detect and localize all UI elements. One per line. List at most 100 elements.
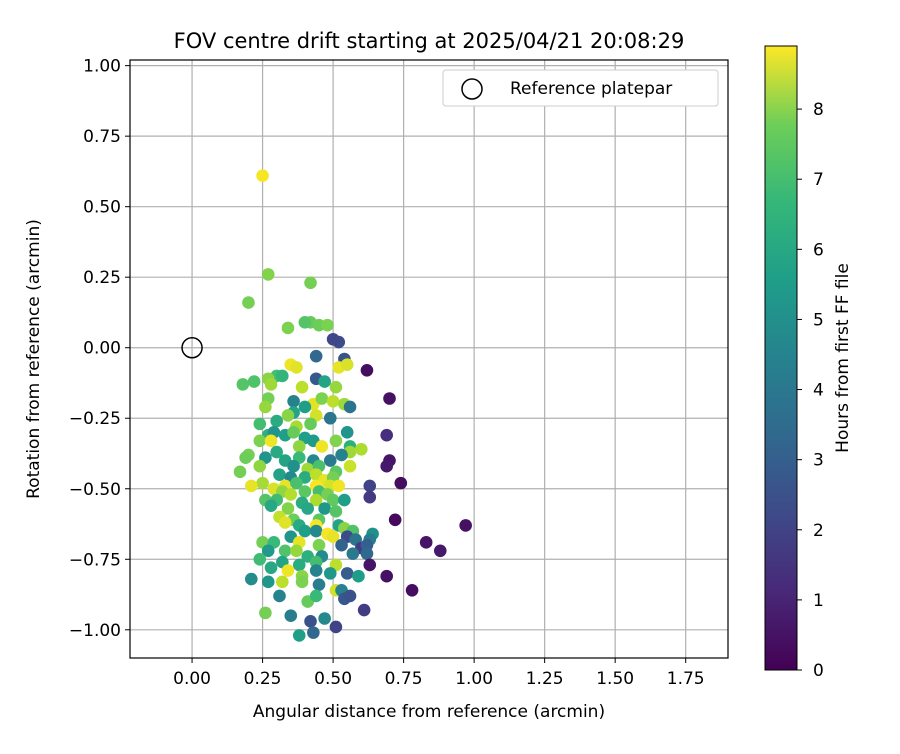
data-point: [323, 411, 337, 425]
data-point: [380, 459, 393, 473]
data-point: [273, 589, 286, 603]
x-tick-label: 1.00: [455, 669, 493, 689]
data-point: [304, 276, 317, 290]
data-point: [304, 615, 317, 628]
y-tick-label: 0.00: [83, 339, 121, 359]
data-point: [335, 448, 348, 462]
y-tick-label: −0.75: [69, 550, 121, 570]
data-point: [290, 476, 303, 490]
data-point: [298, 485, 312, 498]
data-point: [281, 502, 295, 515]
x-tick-label: 0.00: [173, 669, 211, 689]
colorbar-tick-label: 2: [813, 521, 824, 541]
data-point: [343, 459, 357, 473]
data-point: [405, 584, 419, 597]
grid: [130, 60, 728, 658]
data-point: [273, 468, 286, 481]
data-point: [281, 409, 295, 422]
data-point: [284, 488, 298, 501]
data-point: [321, 318, 334, 332]
data-point: [338, 493, 351, 507]
data-point: [244, 572, 258, 586]
data-point: [355, 442, 368, 456]
colorbar-tick-label: 7: [813, 170, 824, 190]
y-axis-label: Rotation from reference (arcmin): [24, 219, 44, 499]
data-point: [256, 476, 269, 490]
x-tick-label: 1.75: [667, 669, 705, 689]
data-point: [290, 544, 303, 558]
colorbar-tick-label: 1: [813, 591, 824, 611]
data-point: [383, 392, 396, 405]
colorbar: 0 1 2 3 4 5 6 7 8 Hours from first FF file: [764, 45, 853, 681]
data-point: [264, 378, 278, 391]
data-point: [261, 268, 275, 281]
data-point: [363, 490, 377, 504]
data-point: [363, 558, 377, 572]
x-tick-label: 0.25: [244, 669, 282, 689]
data-point: [270, 445, 283, 459]
data-point: [343, 400, 357, 414]
x-axis-ticks: 0.00 0.25 0.50 0.75 1.00 1.25 1.50 1.75: [173, 658, 705, 689]
colorbar-tick-label: 0: [813, 661, 824, 681]
data-point: [419, 536, 433, 549]
plot-frame: [129, 59, 729, 659]
data-point: [236, 378, 250, 391]
data-point: [326, 332, 340, 346]
data-point: [295, 575, 309, 589]
data-point: [307, 626, 320, 639]
data-point: [326, 530, 340, 544]
x-tick-label: 0.50: [314, 669, 352, 689]
data-point: [278, 544, 292, 558]
data-point: [239, 451, 252, 465]
y-tick-label: −1.00: [69, 621, 121, 641]
colorbar-tick-label: 6: [813, 240, 824, 260]
data-points: [233, 169, 472, 642]
data-point: [247, 375, 261, 388]
data-point: [256, 169, 269, 182]
data-point: [292, 629, 306, 642]
colorbar-tick-label: 5: [813, 310, 824, 330]
data-point: [242, 296, 255, 309]
data-point: [309, 349, 323, 363]
data-point: [264, 561, 278, 575]
y-tick-label: −0.50: [69, 480, 121, 500]
data-point: [346, 547, 360, 560]
data-point: [298, 316, 312, 329]
data-point: [253, 417, 267, 431]
x-tick-label: 0.75: [385, 669, 423, 689]
reference-platepar-marker: [181, 336, 203, 359]
colorbar-ticks: 0 1 2 3 4 5 6 7 8: [797, 100, 824, 681]
data-point: [380, 569, 393, 583]
data-point: [309, 564, 323, 577]
y-tick-label: 0.25: [83, 268, 121, 288]
data-point: [318, 502, 331, 515]
data-point: [329, 505, 343, 518]
data-point: [309, 493, 323, 507]
data-point: [298, 524, 312, 538]
data-point: [253, 459, 267, 473]
y-tick-label: 0.75: [83, 127, 121, 147]
legend: Reference platepar: [442, 69, 719, 107]
data-point: [304, 417, 317, 431]
data-point: [312, 578, 326, 591]
data-point: [244, 479, 258, 493]
data-point: [340, 567, 354, 580]
data-point: [315, 392, 329, 405]
data-point: [340, 426, 354, 439]
data-point: [261, 575, 275, 589]
data-point: [287, 459, 300, 473]
data-point: [329, 434, 343, 448]
legend-box: [442, 69, 719, 107]
chart-title: FOV centre drift starting at 2025/04/21 …: [174, 29, 685, 53]
data-point: [309, 589, 323, 603]
data-point: [284, 609, 298, 622]
legend-label: Reference platepar: [510, 79, 672, 99]
colorbar-gradient: [764, 45, 798, 671]
y-axis-ticks: 1.00 0.75 0.50 0.25 0.00 −0.25 −0.50 −0.75 −1.00: [69, 57, 130, 641]
data-point: [290, 361, 303, 374]
data-point: [357, 603, 371, 617]
data-point: [352, 569, 365, 583]
data-point: [318, 375, 331, 388]
